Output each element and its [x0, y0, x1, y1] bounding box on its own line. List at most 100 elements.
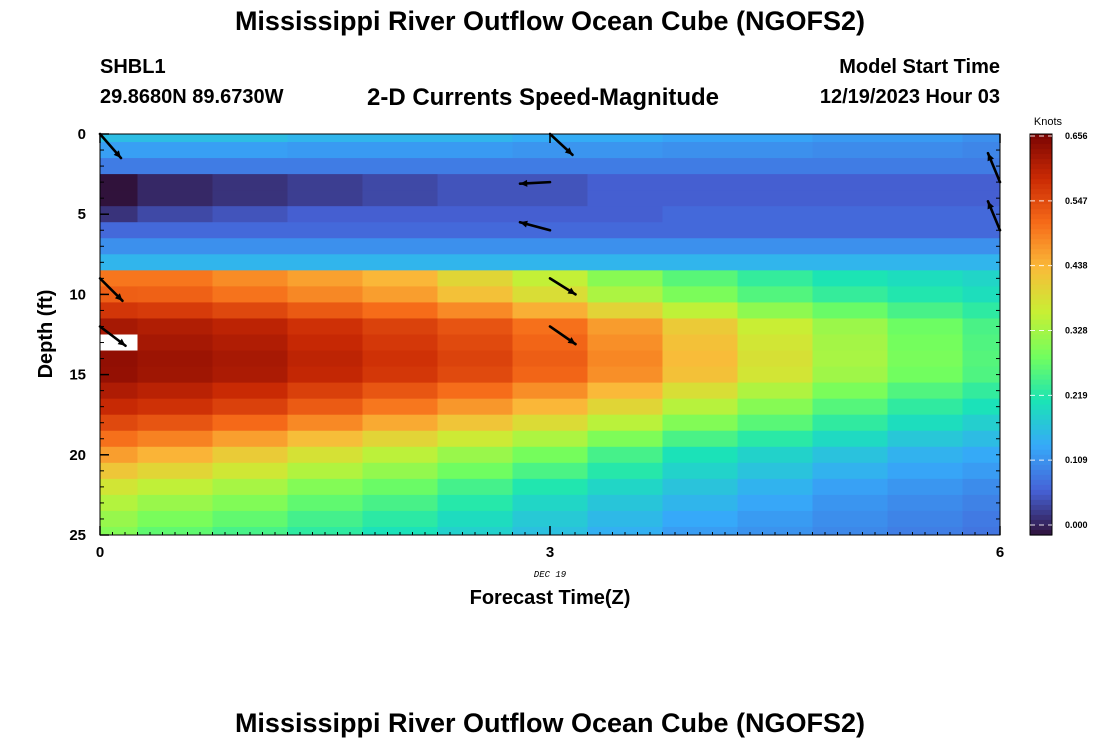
colorbar-segment [1030, 224, 1052, 230]
colorbar-segment [1030, 194, 1052, 200]
x-tick-label: 6 [996, 544, 1004, 561]
colorbar-frame [1029, 133, 1053, 536]
colorbar-segment [1030, 149, 1052, 155]
heatmap-cell [512, 238, 589, 255]
colorbar-segment [1030, 519, 1052, 526]
model-start-time: 12/19/2023 Hour 03 [819, 86, 1000, 108]
heatmap-cell [362, 462, 439, 480]
heatmap-cell [887, 222, 964, 239]
heatmap-cell [212, 238, 289, 255]
heatmap-cell [812, 158, 889, 175]
heatmap-cell [962, 398, 1000, 416]
heatmap-cell [962, 494, 1000, 512]
colorbar-segment [1030, 244, 1052, 250]
colorbar-segment [1030, 364, 1052, 371]
heatmap-cell [137, 446, 214, 464]
heatmap-cell [137, 526, 214, 535]
heatmap-cell [137, 366, 214, 384]
colorbar-segment [1030, 204, 1052, 210]
heatmap-cell [737, 510, 814, 528]
heatmap-cell [587, 414, 664, 432]
heatmap-cell [662, 134, 739, 143]
heatmap-cell [812, 254, 889, 271]
heatmap-cell [812, 318, 889, 336]
heatmap-cell [512, 142, 589, 159]
heatmap-cell [362, 398, 439, 416]
heatmap-cell [437, 334, 514, 352]
heatmap-cell [587, 270, 664, 287]
heatmap-cell [887, 190, 964, 207]
colorbar-segment [1030, 249, 1052, 255]
heatmap-cell [137, 318, 214, 336]
heatmap-cell [362, 142, 439, 159]
heatmap-cell [437, 158, 514, 175]
colorbar-segment [1030, 294, 1052, 301]
colorbar-segment [1030, 384, 1052, 391]
heatmap-cells [100, 134, 1000, 535]
heatmap-cell [737, 462, 814, 480]
heatmap-cell [100, 430, 139, 448]
heatmap-cell [662, 302, 739, 320]
heatmap-cell [212, 462, 289, 480]
colorbar-tick-label: 0.656 [1065, 131, 1088, 141]
colorbar-segment [1030, 494, 1052, 501]
colorbar-segment [1030, 229, 1052, 235]
heatmap-cell [212, 206, 289, 223]
heatmap-cell [287, 302, 364, 320]
heatmap-cell [587, 446, 664, 464]
colorbar-tick-label: 0.328 [1065, 326, 1088, 336]
colorbar-segment [1030, 374, 1052, 381]
colorbar-segment [1030, 394, 1052, 401]
colorbar-segment [1030, 269, 1052, 275]
heatmap-cell [437, 398, 514, 416]
heatmap-cell [362, 190, 439, 207]
colorbar-segment [1030, 279, 1052, 285]
colorbar-segment [1030, 399, 1052, 406]
heatmap-cell [212, 142, 289, 159]
heatmap-cell [437, 366, 514, 384]
heatmap-cell [812, 222, 889, 239]
heatmap-cell [212, 350, 289, 368]
colorbar-segment [1030, 179, 1052, 185]
heatmap-cell [100, 462, 139, 480]
heatmap-cell [587, 430, 664, 448]
colorbar-segment [1030, 529, 1052, 536]
heatmap-cell [812, 494, 889, 512]
heatmap-cell [512, 462, 589, 480]
heatmap-cell [362, 286, 439, 304]
heatmap-cell [737, 134, 814, 143]
colorbar-segment [1030, 524, 1052, 531]
heatmap-cell [137, 430, 214, 448]
heatmap-cell [662, 366, 739, 384]
heatmap-cell [137, 462, 214, 480]
heatmap-cell [100, 366, 139, 384]
arrow-head [567, 287, 576, 295]
heatmap-cell [737, 174, 814, 191]
heatmap-cell [137, 222, 214, 239]
heatmap-cell [962, 446, 1000, 464]
colorbar-segment [1030, 409, 1052, 416]
heatmap-cell [812, 478, 889, 496]
heatmap-cell [287, 318, 364, 336]
heatmap-cell [100, 270, 139, 287]
heatmap-cell [662, 206, 739, 223]
colorbar-segment [1030, 459, 1052, 466]
heatmap-cell [887, 238, 964, 255]
heatmap-cell [737, 222, 814, 239]
heatmap-cell [137, 206, 214, 223]
heatmap-cell [662, 270, 739, 287]
colorbar-segment [1030, 419, 1052, 426]
colorbar-unit-label: Knots [1034, 116, 1063, 128]
heatmap-cell [887, 414, 964, 432]
heatmap-cell [212, 446, 289, 464]
colorbar-segment [1030, 379, 1052, 386]
colorbar-segment [1030, 469, 1052, 476]
heatmap-cell [437, 510, 514, 528]
heatmap-cell [212, 286, 289, 304]
heatmap-cell [100, 238, 139, 255]
heatmap-cell [100, 190, 139, 207]
heatmap-cell [437, 222, 514, 239]
colorbar-segment [1030, 134, 1052, 140]
heatmap-cell [362, 414, 439, 432]
